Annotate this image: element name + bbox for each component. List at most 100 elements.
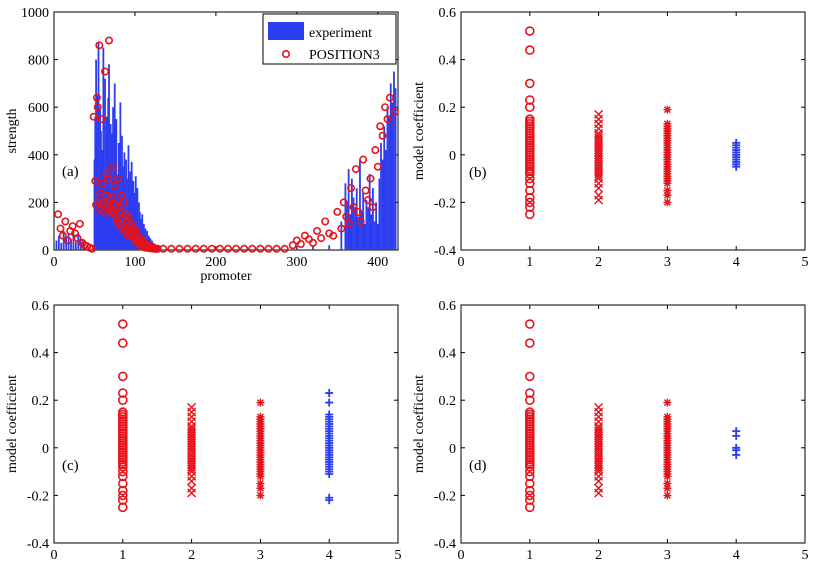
- x-tick-label: 100: [124, 255, 145, 270]
- circle-marker: [524, 169, 535, 179]
- y-tick-label: 0.2: [439, 101, 457, 116]
- experiment-bar: [105, 116, 108, 250]
- plus-marker: [732, 162, 741, 171]
- position3-point: [240, 244, 249, 253]
- position3-point: [248, 244, 257, 253]
- circle-marker: [524, 178, 535, 189]
- series-3: [663, 398, 672, 500]
- x-tick-label: 1: [526, 548, 533, 563]
- x-marker: [187, 488, 197, 498]
- position3-point: [342, 212, 351, 221]
- experiment-bar: [123, 152, 126, 250]
- x-tick-label: 0: [51, 548, 58, 563]
- experiment-bar: [328, 245, 331, 250]
- asterisk-marker: [256, 491, 265, 500]
- experiment-bar: [373, 221, 376, 250]
- x-tick-label: 3: [664, 548, 671, 563]
- experiment-bar: [247, 248, 250, 250]
- x-tick-label: 5: [802, 548, 809, 563]
- experiment-bar: [279, 248, 282, 250]
- position3-point: [61, 217, 70, 226]
- x-tick-label: 4: [733, 548, 740, 563]
- plot-frame: [460, 11, 806, 251]
- experiment-bar: [388, 116, 390, 250]
- circle-marker: [118, 485, 128, 496]
- position3-point: [63, 236, 72, 245]
- asterisk-marker: [663, 484, 672, 493]
- experiment-bar: [104, 78, 106, 250]
- x-marker: [187, 476, 197, 486]
- experiment-bar: [214, 248, 217, 250]
- experiment-bar: [97, 42, 100, 250]
- position3-point: [54, 210, 63, 219]
- experiment-bar: [363, 223, 366, 250]
- experiment-bar: [384, 150, 387, 250]
- y-tick-label: 0.4: [32, 347, 50, 362]
- circle-marker: [524, 95, 535, 105]
- position3-point: [88, 244, 97, 253]
- position3-point: [124, 212, 133, 221]
- legend-marker-position3: [281, 49, 290, 58]
- experiment-bar: [368, 173, 371, 250]
- position3-point: [167, 244, 176, 253]
- experiment-bar: [62, 230, 65, 250]
- experiment-bar: [394, 88, 397, 250]
- position3-point: [56, 224, 65, 233]
- circle-marker: [118, 319, 128, 329]
- plus-marker: [325, 496, 334, 505]
- x-tick-label: 4: [733, 255, 740, 270]
- circle-marker: [524, 45, 535, 55]
- circle-marker: [524, 78, 535, 89]
- y-tick-label: -0.2: [27, 489, 49, 504]
- position3-point: [383, 115, 392, 124]
- position3-point: [381, 103, 390, 112]
- experiment-bar: [57, 235, 60, 250]
- chart-panel-b: 0 1 2 3 4 5 -0.4 -0.2 0 0.2 0.4 0.6 model coefficien…: [412, 6, 809, 270]
- position3-point: [329, 231, 338, 240]
- series-4: [732, 427, 741, 459]
- position3-point: [351, 165, 360, 174]
- position3-point: [92, 93, 101, 102]
- asterisk-marker: [256, 479, 265, 488]
- position3-point: [89, 112, 98, 121]
- plus-marker: [732, 431, 741, 440]
- circle-marker: [524, 173, 535, 184]
- plus-marker: [325, 398, 334, 407]
- position3-point: [232, 244, 241, 253]
- position3-point: [359, 155, 368, 164]
- experiment-bar: [375, 202, 378, 250]
- series-2: [187, 402, 197, 498]
- circle-marker: [524, 192, 535, 203]
- experiment-bar: [182, 248, 185, 250]
- circle-marker: [118, 490, 128, 501]
- y-tick-label: -0.2: [434, 196, 456, 211]
- circle-marker: [524, 502, 535, 513]
- position3-point: [112, 212, 121, 221]
- experiment-bar: [389, 83, 392, 251]
- position3-point: [321, 217, 330, 226]
- y-tick-label: 600: [28, 101, 49, 116]
- series-1: [524, 319, 535, 513]
- circle-marker: [524, 495, 535, 505]
- y-tick-label: 0.6: [439, 299, 457, 314]
- panel-label: (d): [469, 458, 487, 474]
- experiment-bar: [349, 214, 352, 250]
- position3-point: [159, 244, 168, 253]
- circle-marker: [524, 102, 535, 112]
- experiment-bar: [352, 197, 355, 250]
- position3-point: [366, 174, 375, 183]
- asterisk-marker: [256, 472, 265, 481]
- circle-marker: [118, 502, 128, 513]
- y-axis-label: model coefficient: [412, 375, 427, 473]
- y-axis-label: model coefficient: [5, 375, 20, 473]
- position3-point: [207, 244, 216, 253]
- experiment-bar: [359, 159, 361, 250]
- experiment-bar: [360, 211, 363, 250]
- position3-point: [354, 207, 363, 216]
- position3-point: [364, 196, 373, 205]
- experiment-bar: [381, 159, 384, 250]
- position3-point: [68, 222, 77, 231]
- position3-point: [368, 203, 377, 212]
- chart-panel-a: 0 100 200 300 400 0 200 400 600 800 1000 promoter st…: [5, 6, 399, 284]
- experiment-bar: [355, 188, 358, 250]
